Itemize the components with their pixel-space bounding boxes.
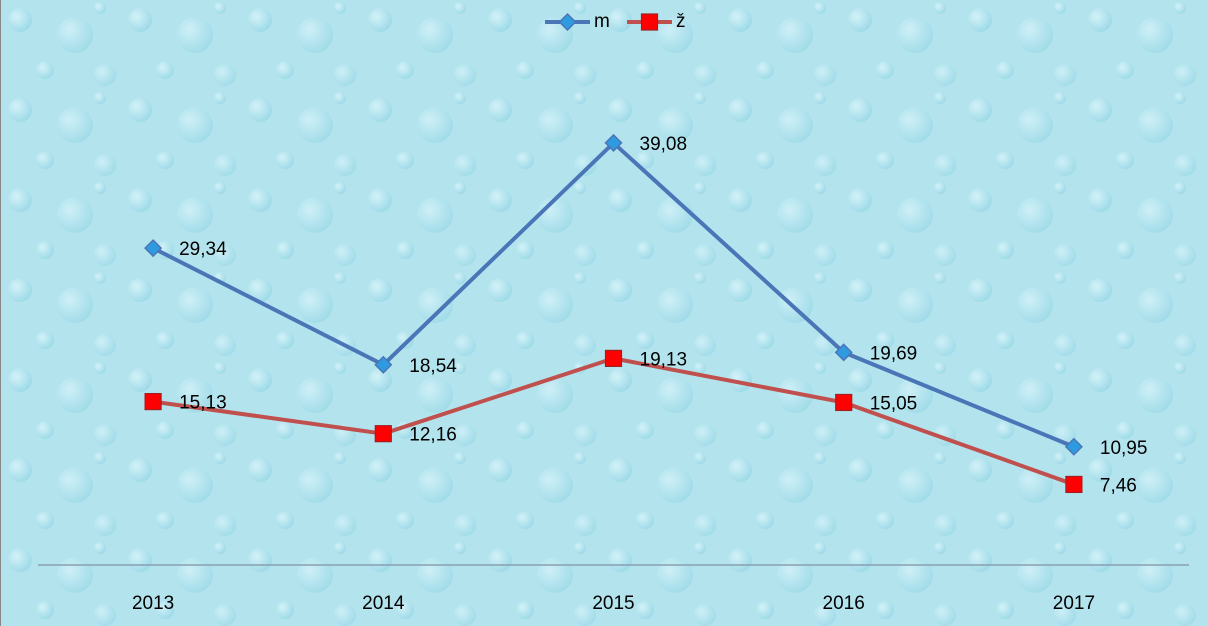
marker [144, 392, 162, 411]
data-label: 15,13 [179, 393, 227, 414]
marker [604, 133, 623, 152]
x-tick-label: 2017 [1053, 593, 1095, 614]
legend-label: m [594, 11, 610, 32]
marker [640, 13, 659, 31]
marker [835, 393, 853, 412]
data-label: 29,34 [179, 239, 227, 260]
x-tick-label: 2015 [592, 593, 634, 614]
marker [144, 239, 163, 258]
data-label: 18,54 [409, 356, 457, 377]
marker [834, 343, 853, 362]
data-label: 19,13 [640, 349, 688, 370]
marker [604, 349, 623, 367]
data-label: 15,05 [870, 393, 918, 414]
x-tick-label: 2016 [823, 593, 865, 614]
data-label: 12,16 [409, 425, 457, 446]
data-label: 19,69 [870, 343, 918, 364]
data-label: 7,46 [1100, 475, 1137, 496]
marker [1065, 475, 1083, 494]
x-tick-label: 2013 [132, 593, 174, 614]
marker [374, 425, 392, 443]
marker [558, 12, 577, 32]
x-tick-label: 2014 [362, 593, 405, 614]
legend-label: ž [676, 11, 686, 32]
marker [1064, 437, 1083, 456]
data-label: 39,08 [640, 134, 688, 155]
data-label: 10,95 [1100, 438, 1148, 459]
marker [374, 355, 393, 374]
